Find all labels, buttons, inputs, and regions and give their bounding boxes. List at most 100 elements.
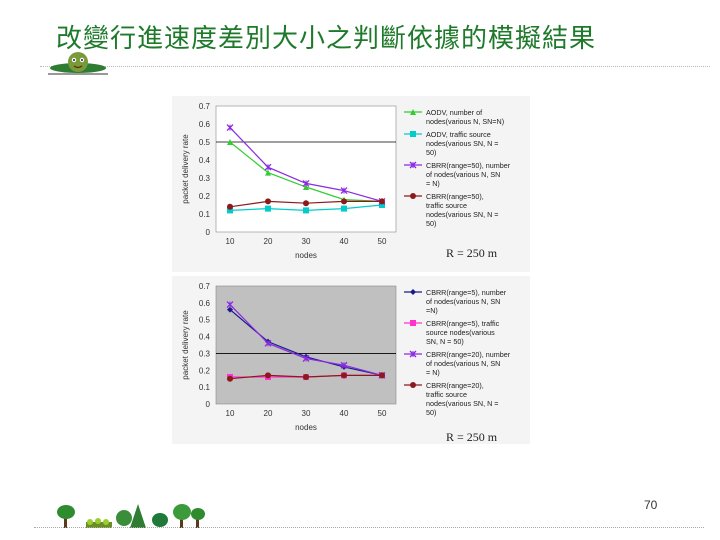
y-tick-label: 0.5	[199, 316, 211, 325]
y-tick-label: 0.4	[199, 156, 211, 165]
data-point	[340, 361, 348, 369]
y-tick-label: 0.7	[199, 282, 211, 291]
data-point	[265, 205, 271, 212]
data-point	[303, 200, 309, 207]
data-point	[265, 169, 271, 176]
y-tick-label: 0	[206, 400, 211, 409]
footer-trees-decoration	[57, 504, 205, 528]
legend-label: nodes(various SN, N =	[426, 399, 499, 408]
legend-label: 50)	[426, 148, 436, 157]
data-point	[303, 374, 309, 381]
legend-marker	[410, 193, 416, 199]
x-tick-label: 20	[264, 409, 273, 418]
legend-label: of nodes(various N, SN	[426, 170, 500, 179]
r-label-bottom: R = 250 m	[446, 430, 498, 444]
y-tick-label: 0.3	[199, 174, 211, 183]
footer-divider	[34, 527, 704, 528]
y-tick-label: 0	[206, 228, 211, 237]
x-tick-label: 30	[302, 237, 311, 246]
data-point	[265, 372, 271, 379]
y-tick-label: 0.2	[199, 366, 211, 375]
legend-label: traffic source	[426, 390, 467, 399]
legend-label: SN, N = 50)	[426, 337, 464, 346]
y-tick-label: 0.6	[199, 299, 211, 308]
legend-marker	[410, 109, 416, 115]
y-tick-label: 0.7	[199, 102, 211, 111]
x-tick-label: 50	[378, 237, 387, 246]
data-point	[227, 203, 233, 210]
data-point	[226, 301, 234, 309]
data-point	[379, 202, 385, 208]
data-point	[264, 339, 272, 347]
data-point	[226, 124, 234, 132]
y-tick-label: 0.1	[199, 210, 211, 219]
logo-head	[68, 52, 88, 72]
data-point	[227, 139, 233, 145]
x-tick-label: 50	[378, 409, 387, 418]
y-tick-label: 0.6	[199, 120, 211, 129]
legend-label: = N)	[426, 179, 440, 188]
data-point	[303, 207, 309, 214]
x-axis-label: nodes	[295, 251, 317, 260]
legend-marker	[410, 382, 416, 388]
y-tick-label: 0.2	[199, 192, 211, 201]
legend-marker	[410, 320, 416, 326]
x-tick-label: 40	[340, 409, 349, 418]
legend-label: AODV, number of	[426, 108, 482, 117]
series-1	[227, 202, 385, 214]
data-point	[379, 372, 385, 379]
legend-label: source nodes(various	[426, 328, 495, 337]
x-tick-label: 10	[226, 409, 235, 418]
data-point	[341, 205, 347, 212]
legend-label: =N)	[426, 306, 438, 315]
page-number: 70	[644, 498, 658, 512]
chart-panel-bottom: 0 0.1 0.2 0.3 0.4 0.5 0.6 0.7 10 20 30 40 50 nodes pac…	[172, 276, 530, 444]
data-point	[303, 184, 309, 190]
legend-label: AODV, traffic source	[426, 130, 491, 139]
data-point	[264, 163, 272, 171]
y-axis-label: packet delivery rate	[181, 310, 190, 380]
legend-label: nodes(various SN, N =	[426, 210, 499, 219]
y-tick-label: 0.5	[199, 138, 211, 147]
legend-label: CBRR(range=50), number	[426, 161, 511, 170]
x-tick-label: 20	[264, 237, 273, 246]
x-tick-label: 30	[302, 409, 311, 418]
data-point	[302, 179, 310, 187]
data-point	[227, 207, 233, 214]
data-point	[227, 306, 233, 313]
x-tick-label: 10	[226, 237, 235, 246]
r-label-top: R = 250 m	[446, 246, 498, 260]
legend-entry: CBRR(range=50),traffic sourcenodes(vario…	[404, 192, 499, 228]
x-axis-label: nodes	[295, 423, 317, 432]
legend-marker	[410, 131, 416, 137]
chart-panel-top: 0 0.1 0.2 0.3 0.4 0.5 0.6 0.7 10 20 30 40 50 nodes pac…	[172, 96, 530, 272]
legend-label: CBRR(range=50),	[426, 192, 484, 201]
series-3	[227, 198, 385, 210]
y-axis-label: packet delivery rate	[181, 134, 190, 204]
legend-marker	[409, 161, 417, 169]
legend-label: nodes(various N, SN=N)	[426, 117, 504, 126]
data-point	[341, 198, 347, 205]
legend-label: = N)	[426, 368, 440, 377]
plot-area	[215, 285, 397, 405]
data-point	[340, 187, 348, 195]
chart-top: 0 0.1 0.2 0.3 0.4 0.5 0.6 0.7 10 20 30 40 50 nodes pac…	[172, 96, 530, 272]
legend-marker	[410, 289, 416, 295]
legend-marker	[409, 350, 417, 358]
legend-label: CBRR(range=20),	[426, 381, 484, 390]
legend-label: CBRR(range=5), number	[426, 288, 507, 297]
legend-label: CBRR(range=20), number	[426, 350, 511, 359]
title-divider	[40, 66, 710, 67]
y-tick-label: 0.1	[199, 383, 211, 392]
data-point	[379, 198, 385, 205]
slide-logo	[48, 52, 108, 75]
legend-label: of nodes(various N, SN	[426, 297, 500, 306]
legend-label: of nodes(various N, SN	[426, 359, 500, 368]
legend-label: CBRR(range=5), traffic	[426, 319, 500, 328]
legend-label: nodes(various SN, N =	[426, 139, 499, 148]
